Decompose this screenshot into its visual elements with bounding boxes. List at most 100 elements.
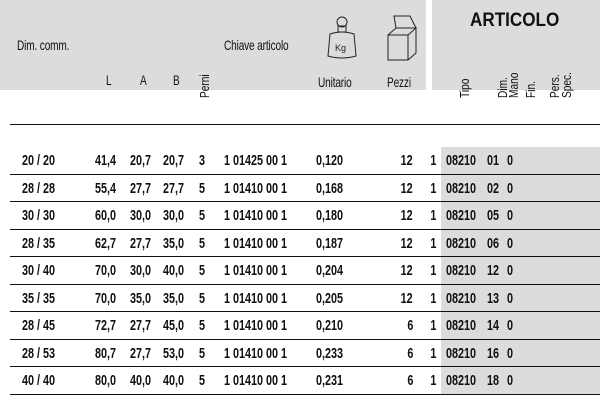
cell-qty: 1	[429, 372, 436, 389]
cell-l: 41,4	[95, 152, 117, 169]
cell-dim-mano: 18	[487, 372, 500, 389]
cell-b: 20,7	[163, 152, 185, 169]
cell-fin: 0	[507, 207, 514, 224]
table-row: 30 / 30 60,0 30,0 30,0 5 1 01410 00 1 0,180 12 1…	[0, 202, 600, 230]
cell-dim-comm: 35 / 35	[22, 289, 56, 307]
cell-a: 27,7	[130, 317, 152, 334]
cell-chiave: 1 01410 00 1	[224, 289, 288, 307]
cell-dim-comm: 28 / 28	[22, 179, 56, 197]
cell-unitario: 0,204	[316, 262, 344, 279]
cell-perni: 5	[199, 207, 206, 224]
row-divider	[10, 393, 600, 395]
svg-text:Kg: Kg	[335, 43, 346, 53]
cell-fin: 0	[507, 372, 514, 389]
cell-fin: 0	[507, 234, 514, 252]
cell-dim-comm: 28 / 35	[22, 234, 56, 252]
col-perni: Perni	[197, 74, 212, 98]
cell-dim-mano: 06	[487, 234, 500, 252]
cell-dim-comm: 28 / 45	[22, 317, 56, 334]
cell-tipo: 08210	[446, 179, 477, 197]
cell-dim-mano: 12	[487, 262, 500, 279]
cell-l: 60,0	[95, 207, 117, 224]
cell-l: 80,0	[95, 372, 117, 389]
cell-chiave: 1 01425 00 1	[224, 152, 288, 169]
cell-tipo: 08210	[446, 207, 477, 224]
cell-fin: 0	[507, 179, 514, 197]
cell-pezzi: 12	[400, 179, 413, 197]
cell-dim-mano: 01	[487, 152, 500, 169]
cell-pezzi: 6	[406, 372, 413, 389]
cell-l: 62,7	[95, 234, 117, 252]
cell-perni: 5	[199, 179, 206, 197]
row-divider	[10, 283, 600, 285]
cell-l: 72,7	[95, 317, 117, 334]
row-divider	[10, 311, 600, 312]
cell-tipo: 08210	[446, 234, 477, 252]
table-row: 40 / 40 80,0 40,0 40,0 5 1 01410 00 1 0,231 6 1 0…	[0, 367, 600, 395]
cell-dim-mano: 02	[487, 179, 500, 197]
cell-dim-mano: 16	[487, 344, 500, 362]
cell-tipo: 08210	[446, 262, 477, 279]
articolo-column-background	[441, 147, 600, 395]
cell-a: 30,0	[130, 207, 152, 224]
cell-b: 35,0	[163, 234, 185, 252]
cell-dim-comm: 20 / 20	[22, 152, 56, 169]
cell-perni: 3	[199, 152, 206, 169]
cell-unitario: 0,187	[316, 234, 344, 252]
cell-b: 27,7	[163, 179, 185, 197]
cell-perni: 5	[199, 289, 206, 307]
weight-kg-icon: Kg	[327, 16, 357, 59]
cell-qty: 1	[429, 344, 436, 362]
header-divider	[10, 124, 600, 125]
cell-perni: 5	[199, 372, 206, 389]
cell-pezzi: 12	[400, 262, 413, 279]
cell-dim-comm: 40 / 40	[22, 372, 56, 389]
cell-unitario: 0,205	[316, 289, 344, 307]
col-dim-comm: Dim. comm.	[17, 37, 70, 53]
cell-chiave: 1 01410 00 1	[224, 372, 288, 389]
table-row: 35 / 35 70,0 35,0 35,0 5 1 01410 00 1 0,205 12 1…	[0, 285, 600, 312]
col-pezzi: Pezzi	[387, 74, 411, 90]
cell-pezzi: 12	[400, 152, 413, 169]
table-row: 28 / 53 80,7 27,7 53,0 5 1 01410 00 1 0,233 6 1 0…	[0, 340, 600, 367]
col-b: B	[173, 72, 180, 88]
col-chiave-articolo: Chiave articolo	[224, 37, 289, 53]
cell-fin: 0	[507, 317, 514, 334]
table-row: 30 / 40 70,0 30,0 40,0 5 1 01410 00 1 0,204 12 1…	[0, 257, 600, 285]
cell-l: 80,7	[95, 344, 117, 362]
col-a: A	[140, 72, 147, 88]
cell-chiave: 1 01410 00 1	[224, 207, 288, 224]
cell-chiave: 1 01410 00 1	[224, 262, 288, 279]
cell-perni: 5	[199, 262, 206, 279]
cell-dim-comm: 28 / 53	[22, 344, 56, 362]
col-l: L	[106, 72, 112, 88]
cell-unitario: 0,180	[316, 207, 344, 224]
cell-a: 40,0	[130, 372, 152, 389]
cell-tipo: 08210	[446, 344, 477, 362]
cell-b: 30,0	[163, 207, 185, 224]
cell-qty: 1	[429, 234, 436, 252]
cell-qty: 1	[429, 179, 436, 197]
cell-pezzi: 12	[400, 207, 413, 224]
cell-perni: 5	[199, 317, 206, 334]
cell-tipo: 08210	[446, 289, 477, 307]
header-articolo-panel	[432, 0, 600, 90]
table-row: 28 / 28 55,4 27,7 27,7 5 1 01410 00 1 0,168 12 1…	[0, 175, 600, 202]
cell-tipo: 08210	[446, 152, 477, 169]
cell-pezzi: 6	[406, 344, 413, 362]
cell-qty: 1	[429, 152, 436, 169]
cell-tipo: 08210	[446, 317, 477, 334]
cell-qty: 1	[429, 262, 436, 279]
col-unitario: Unitario	[318, 74, 352, 90]
table-row: 28 / 45 72,7 27,7 45,0 5 1 01410 00 1 0,210 6 1 0…	[0, 312, 600, 340]
row-divider	[10, 201, 600, 202]
cell-l: 55,4	[95, 179, 117, 197]
row-divider	[10, 228, 600, 230]
cell-unitario: 0,210	[316, 317, 344, 334]
col-spec: Spec.	[559, 72, 574, 98]
row-divider	[10, 173, 600, 175]
row-divider	[10, 256, 600, 257]
cell-dim-comm: 30 / 40	[22, 262, 56, 279]
cell-chiave: 1 01410 00 1	[224, 179, 288, 197]
cell-unitario: 0,233	[316, 344, 344, 362]
